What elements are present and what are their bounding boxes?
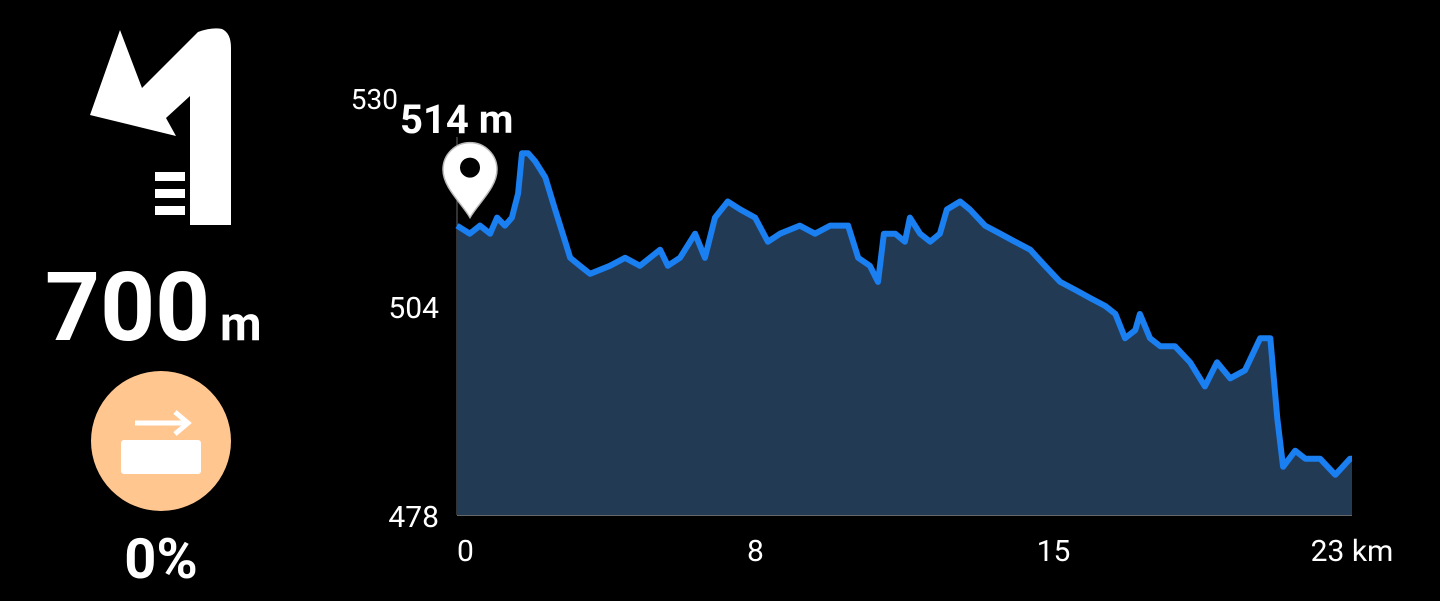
x-tick-label: 0	[457, 534, 474, 569]
area	[457, 153, 1352, 516]
current-elevation: 514 m	[400, 96, 513, 143]
grade-icon	[91, 371, 231, 511]
grade: 0%	[124, 526, 198, 592]
line	[455, 150, 1354, 478]
y-tick-label: 504	[388, 291, 439, 326]
pin-dot	[460, 157, 480, 178]
distance: 700	[45, 252, 210, 364]
pin-body	[442, 141, 498, 220]
x-tick-label: 8	[747, 534, 764, 569]
elevation-chart: 514 m 478 504 530 0 8 15 23 km	[351, 83, 1394, 569]
y-tick-label: 530	[351, 83, 398, 116]
position-pin	[442, 141, 498, 220]
distance-unit: m	[220, 295, 262, 352]
y-tick-label: 478	[388, 500, 439, 535]
x-tick-label: 23 km	[1311, 534, 1394, 569]
turn-icon	[90, 28, 231, 225]
x-tick-label: 15	[1037, 534, 1071, 569]
